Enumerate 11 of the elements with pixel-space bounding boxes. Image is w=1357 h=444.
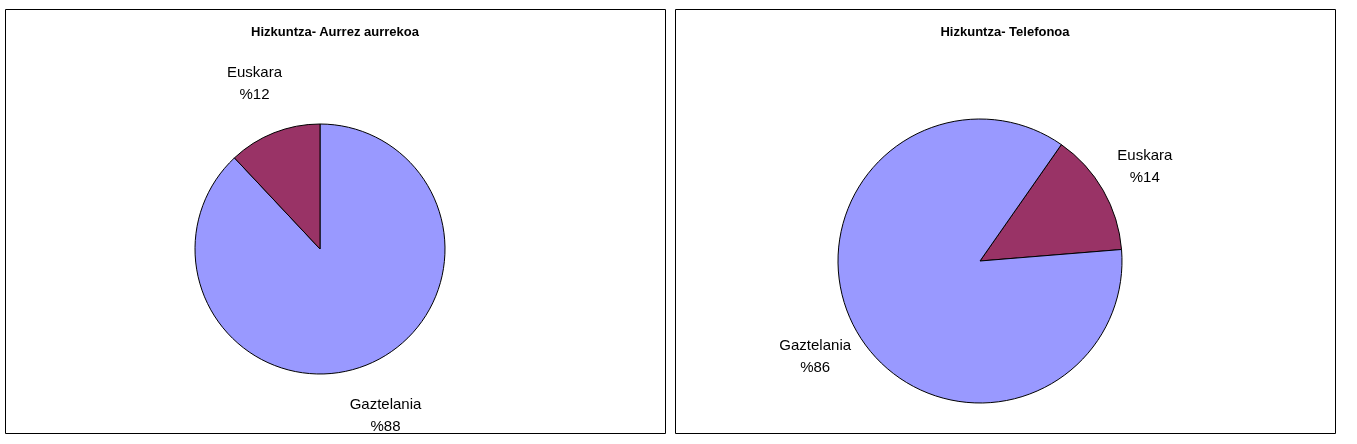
slice-label: Gaztelania bbox=[349, 394, 423, 412]
chart-title: Hizkuntza- Telefonoa bbox=[940, 24, 1071, 39]
data-label: %86 bbox=[800, 357, 831, 375]
chart-title: Hizkuntza- Aurrez aurrekoa bbox=[251, 24, 420, 39]
data-label: %14 bbox=[1129, 168, 1160, 186]
slice-label: Euskara bbox=[226, 63, 283, 81]
slice-label: Gaztelania bbox=[779, 335, 852, 353]
pie-slice bbox=[194, 123, 446, 375]
data-label: %88 bbox=[370, 416, 401, 434]
slice-label: Euskara bbox=[1117, 146, 1173, 164]
data-label: %12 bbox=[239, 85, 270, 103]
